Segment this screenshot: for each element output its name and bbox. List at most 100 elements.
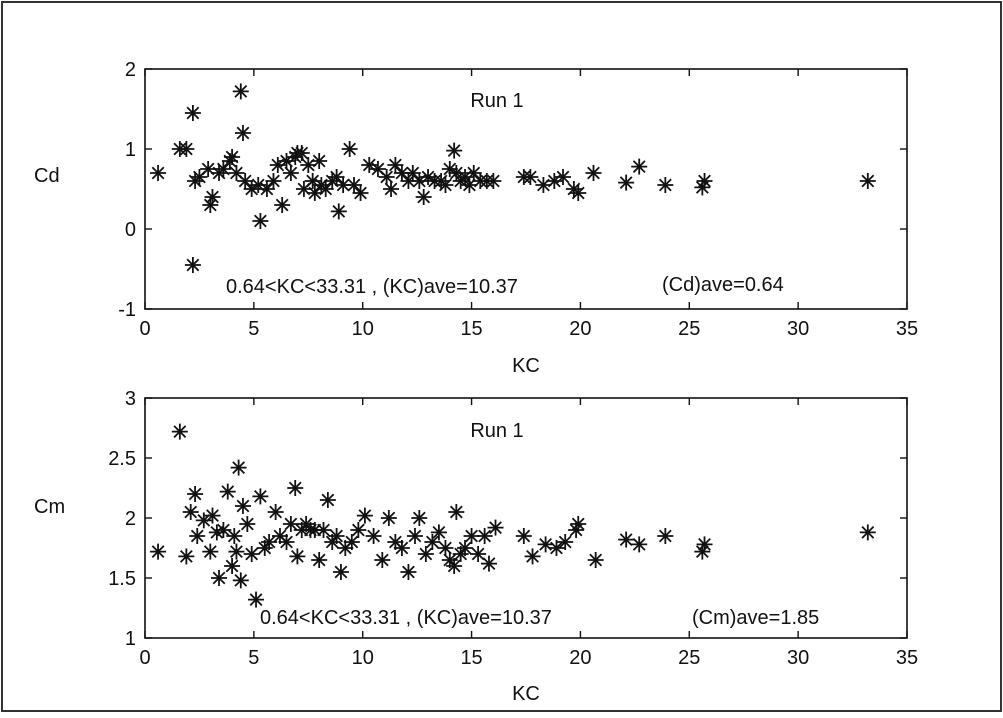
data-point	[618, 174, 635, 191]
data-point	[230, 459, 247, 476]
data-point	[480, 555, 497, 572]
data-point	[585, 165, 602, 181]
data-point	[417, 546, 434, 562]
data-point	[204, 507, 221, 524]
data-point	[859, 173, 876, 189]
data-point	[332, 564, 349, 580]
data-point	[424, 534, 441, 550]
data-point	[374, 552, 391, 568]
data-point	[248, 591, 265, 608]
y-tick-label: 3	[125, 388, 136, 410]
x-tick-label: 0	[139, 318, 150, 340]
data-point	[476, 528, 493, 544]
y-tick-label: 2	[125, 508, 136, 530]
data-point	[219, 483, 236, 500]
data-point	[184, 257, 201, 273]
y-tick-label: 2.5	[108, 448, 136, 470]
data-point	[485, 173, 502, 189]
data-point	[657, 177, 674, 193]
data-point	[215, 522, 232, 538]
data-point	[224, 149, 241, 165]
data-point	[463, 528, 480, 544]
data-point	[282, 516, 299, 532]
data-point	[524, 548, 541, 565]
x-tick-label: 10	[352, 318, 374, 340]
data-point	[393, 540, 410, 556]
data-point	[300, 157, 317, 173]
x-tick-label: 20	[569, 318, 591, 340]
data-point	[448, 504, 465, 520]
data-point	[369, 161, 386, 177]
data-point	[178, 141, 195, 157]
data-point	[465, 165, 482, 181]
y-tick-label: 1.5	[108, 568, 136, 590]
cm-annotation-kc: 0.64<KC<33.31 , (KC)ave=10.37	[260, 607, 552, 629]
data-point	[274, 197, 291, 213]
data-point	[437, 540, 454, 556]
data-point	[187, 486, 204, 502]
data-point	[282, 165, 299, 181]
data-point	[287, 480, 304, 496]
data-point	[311, 552, 328, 568]
data-point	[548, 540, 565, 556]
data-point	[252, 213, 269, 229]
data-point	[261, 534, 278, 550]
data-point	[618, 531, 635, 548]
data-point	[232, 572, 249, 589]
data-point	[293, 145, 310, 161]
data-point	[330, 203, 347, 220]
data-point	[657, 528, 674, 544]
data-point	[346, 177, 363, 193]
data-point	[252, 488, 269, 505]
data-point	[457, 540, 474, 556]
data-point	[306, 185, 323, 201]
data-point	[315, 522, 332, 538]
data-point	[365, 528, 382, 544]
data-point	[631, 536, 648, 553]
data-point	[319, 492, 336, 508]
data-point	[587, 552, 604, 568]
data-point	[191, 169, 208, 185]
cm-annotation-ave: (Cm)ave=1.85	[692, 607, 819, 629]
x-tick-label: 25	[678, 647, 700, 669]
data-point	[380, 510, 397, 526]
data-point	[631, 158, 648, 175]
data-point	[696, 173, 713, 189]
y-tick-label: 1	[125, 628, 136, 650]
data-point	[446, 142, 463, 159]
cm-panel: Run 1 Cm KC 0.64<KC<33.31 , (KC)ave=10.3…	[34, 388, 918, 705]
cd-title: Run 1	[470, 90, 523, 112]
data-point	[171, 423, 188, 440]
cd-ylabel: Cd	[34, 165, 60, 187]
x-tick-label: 20	[569, 647, 591, 669]
x-tick-label: 15	[460, 318, 482, 340]
data-point	[411, 510, 428, 526]
x-tick-label: 5	[248, 647, 259, 669]
data-point	[437, 177, 454, 193]
x-tick-label: 5	[248, 318, 259, 340]
cm-title: Run 1	[470, 420, 523, 442]
y-tick-label: -1	[118, 299, 136, 321]
y-tick-label: 1	[125, 139, 136, 161]
data-point	[356, 507, 373, 524]
data-point	[535, 177, 552, 193]
data-point	[557, 534, 574, 550]
data-point	[487, 519, 504, 536]
data-point	[289, 548, 306, 565]
data-point	[328, 528, 345, 544]
data-point	[522, 169, 539, 185]
x-tick-label: 0	[139, 647, 150, 669]
data-point	[694, 543, 711, 560]
data-point	[278, 534, 295, 550]
cd-xlabel: KC	[512, 355, 540, 377]
data-point	[234, 498, 251, 514]
data-point	[387, 157, 404, 173]
cd-panel: Run 1 Cd KC 0.64<KC<33.31 , (KC)ave=10.3…	[34, 59, 918, 377]
data-point	[267, 504, 284, 520]
cm-xlabel: KC	[512, 683, 540, 705]
data-point	[208, 524, 225, 541]
data-point	[232, 83, 249, 100]
data-point	[189, 528, 206, 544]
